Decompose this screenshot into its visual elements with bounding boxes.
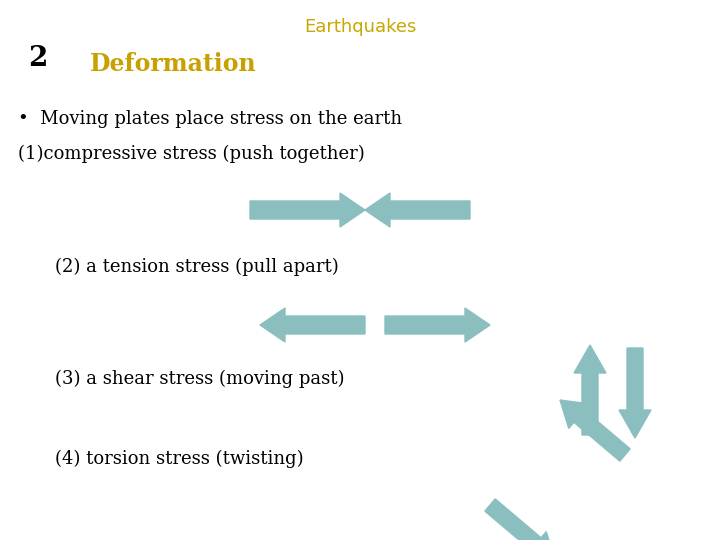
FancyArrow shape (385, 308, 490, 342)
Text: Deformation: Deformation (90, 52, 256, 76)
FancyArrow shape (365, 193, 470, 227)
Text: •  Moving plates place stress on the earth: • Moving plates place stress on the eart… (18, 110, 402, 128)
Text: Earthquakes: Earthquakes (304, 18, 416, 36)
Text: (4) torsion stress (twisting): (4) torsion stress (twisting) (55, 450, 304, 468)
Text: (3) a shear stress (moving past): (3) a shear stress (moving past) (55, 370, 344, 388)
FancyArrow shape (619, 348, 651, 438)
Text: (1)compressive stress (push together): (1)compressive stress (push together) (18, 145, 365, 163)
FancyArrow shape (560, 400, 630, 461)
FancyArrow shape (250, 193, 365, 227)
Text: (2) a tension stress (pull apart): (2) a tension stress (pull apart) (55, 258, 338, 276)
Text: 2: 2 (28, 45, 48, 72)
FancyArrow shape (485, 499, 555, 540)
FancyArrow shape (260, 308, 365, 342)
FancyArrow shape (574, 345, 606, 435)
